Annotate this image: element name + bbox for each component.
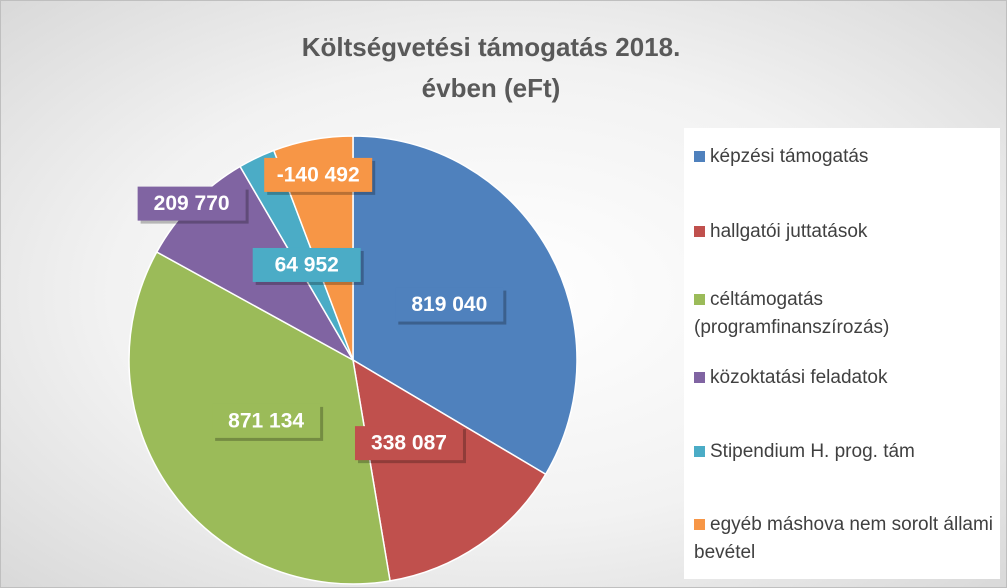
data-label: 338 087 [354, 426, 466, 464]
data-label-box [252, 247, 361, 282]
legend-swatch [694, 226, 705, 237]
data-label-box [137, 186, 246, 221]
legend-swatch [694, 151, 705, 162]
data-label-box [354, 426, 463, 461]
data-label: 871 134 [212, 403, 324, 441]
legend-label: céltámogatás (programfinanszírozás) [694, 289, 890, 338]
legend-swatch [694, 372, 705, 383]
legend-swatch [694, 294, 705, 305]
data-label: 209 770 [137, 186, 249, 224]
data-label: -140 492 [264, 157, 376, 195]
legend-item: Stipendium H. prog. tám [694, 438, 994, 466]
legend-item: egyéb máshova nem sorolt állami bevétel [694, 511, 994, 567]
legend-label: képzési támogatás [710, 146, 869, 167]
pie-slice [351, 358, 547, 582]
data-label-box [212, 403, 321, 438]
legend-label: Stipendium H. prog. tám [710, 441, 915, 462]
data-label-text: 819 040 [411, 293, 487, 316]
data-label-text: 871 134 [228, 409, 304, 432]
data-label-box [395, 287, 504, 322]
legend-swatch [694, 446, 705, 457]
legend-item: hallgatói juttatások [694, 218, 994, 246]
legend-item: képzési támogatás [694, 143, 994, 171]
data-label-box [264, 157, 373, 192]
data-label: 64 952 [252, 247, 364, 285]
legend-item: közoktatási feladatok [694, 364, 994, 392]
legend: képzési támogatás hallgatói juttatások cél… [684, 128, 1000, 579]
data-label-text: -140 492 [277, 163, 360, 186]
plot: 819 040 338 087 871 134 209 770 64 952 -140 4… [128, 135, 578, 585]
chart-title: Költségvetési támogatás 2018. évben (eFt… [301, 32, 681, 103]
data-label-text: 64 952 [275, 254, 339, 277]
data-label-text: 209 770 [154, 192, 230, 215]
legend-label: egyéb máshova nem sorolt állami bevétel [694, 514, 994, 563]
data-label-text: 338 087 [371, 432, 447, 455]
legend-item: céltámogatás (programfinanszírozás) [694, 286, 994, 342]
legend-label: közoktatási feladatok [710, 367, 888, 388]
data-label: 819 040 [395, 287, 507, 325]
legend-label: hallgatói juttatások [710, 221, 868, 242]
legend-swatch [694, 519, 705, 530]
